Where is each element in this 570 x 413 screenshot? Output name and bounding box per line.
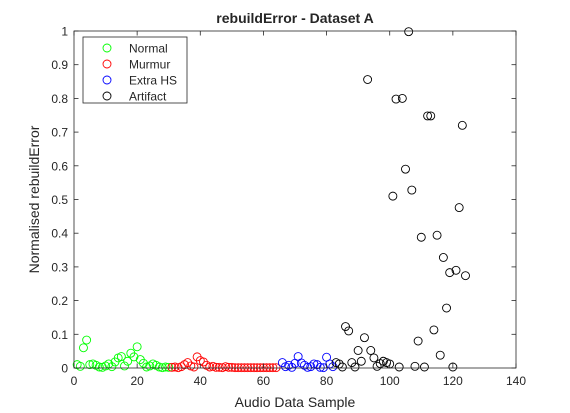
data-point-artifact bbox=[448, 362, 458, 372]
data-point-murmur bbox=[205, 362, 215, 372]
legend-label-normal: Normal bbox=[129, 42, 168, 56]
data-point-murmur bbox=[224, 362, 234, 372]
x-tick-label: 20 bbox=[130, 374, 144, 388]
data-point-normal bbox=[132, 342, 142, 352]
y-tick-label: 0 bbox=[61, 362, 68, 376]
x-axis-label: Audio Data Sample bbox=[235, 394, 356, 410]
x-tick-label: 120 bbox=[443, 374, 463, 388]
y-tick-label: 1 bbox=[61, 25, 68, 39]
legend-marker-normal bbox=[102, 43, 112, 53]
y-tick-label: 0.4 bbox=[51, 227, 68, 241]
legend-marker-extra-hs bbox=[102, 75, 112, 85]
y-tick-label: 0.1 bbox=[51, 328, 68, 342]
data-point-artifact bbox=[416, 232, 426, 242]
data-point-artifact bbox=[442, 303, 451, 313]
data-point-normal bbox=[129, 352, 139, 362]
data-point-normal bbox=[123, 356, 133, 366]
data-point-artifact bbox=[363, 75, 373, 84]
data-point-artifact bbox=[388, 191, 398, 201]
y-tick-label: 0.3 bbox=[51, 260, 68, 274]
legend: Normal Murmur Extra HS Artifact bbox=[82, 36, 188, 104]
data-point-artifact bbox=[429, 325, 439, 335]
legend-label-artifact: Artifact bbox=[129, 90, 167, 104]
x-tick-label: 60 bbox=[257, 374, 271, 388]
data-point-artifact bbox=[360, 333, 369, 343]
y-axis-label: Normalised rebuildError bbox=[26, 125, 42, 273]
data-point-artifact bbox=[451, 265, 461, 275]
data-point-artifact bbox=[337, 362, 347, 372]
chart-title: rebuildError - Dataset A bbox=[216, 10, 373, 26]
data-point-artifact bbox=[344, 326, 354, 336]
data-point-murmur bbox=[198, 357, 208, 367]
data-point-artifact bbox=[413, 336, 423, 346]
data-point-artifact bbox=[438, 253, 448, 262]
data-point-artifact bbox=[353, 346, 363, 355]
data-point-artifact bbox=[426, 111, 436, 121]
data-point-artifact bbox=[372, 361, 382, 371]
data-point-murmur bbox=[183, 358, 193, 368]
data-point-artifact bbox=[341, 322, 350, 331]
data-point-normal bbox=[79, 343, 88, 353]
data-point-artifact bbox=[423, 111, 433, 121]
data-point-artifact bbox=[394, 362, 404, 372]
y-tick-label: 0.2 bbox=[51, 294, 68, 308]
y-tick-label: 0.7 bbox=[51, 126, 68, 140]
legend-label-extra-hs: Extra HS bbox=[129, 74, 177, 88]
y-tick-label: 0.6 bbox=[51, 159, 68, 173]
data-point-murmur bbox=[227, 362, 237, 372]
data-point-artifact bbox=[369, 353, 379, 363]
y-tick-label: 0.5 bbox=[51, 193, 68, 207]
data-point-artifact bbox=[410, 361, 420, 371]
y-axis-ticks: 0 0.1 0.2 0.3 0.4 0.5 0.6 0.7 0.8 0.9 1 bbox=[51, 25, 516, 376]
data-point-artifact bbox=[454, 203, 464, 213]
data-point-artifact bbox=[404, 27, 414, 37]
data-point-normal bbox=[85, 360, 95, 370]
data-point-artifact bbox=[347, 358, 357, 368]
y-tick-label: 0.9 bbox=[51, 58, 68, 72]
x-tick-label: 80 bbox=[320, 374, 334, 388]
data-point-artifact bbox=[432, 230, 442, 240]
data-point-normal bbox=[164, 362, 174, 372]
data-point-murmur bbox=[221, 362, 230, 372]
data-point-murmur bbox=[170, 362, 180, 372]
data-point-extra-hs bbox=[306, 362, 316, 372]
data-point-murmur bbox=[167, 362, 177, 372]
data-point-artifact bbox=[397, 93, 407, 103]
data-point-murmur bbox=[211, 362, 221, 372]
x-tick-label: 100 bbox=[380, 374, 400, 388]
data-point-normal bbox=[120, 361, 129, 371]
data-point-murmur bbox=[189, 362, 199, 372]
data-point-murmur bbox=[214, 362, 224, 372]
x-tick-label: 140 bbox=[506, 374, 526, 388]
legend-box bbox=[82, 36, 188, 104]
y-tick-label: 0.8 bbox=[51, 92, 68, 106]
data-point-artifact bbox=[401, 164, 410, 174]
x-tick-label: 0 bbox=[71, 374, 78, 388]
data-point-artifact bbox=[461, 271, 470, 281]
data-point-artifact bbox=[445, 268, 455, 278]
data-point-normal bbox=[94, 362, 104, 372]
data-point-artifact bbox=[457, 120, 467, 130]
data-point-artifact bbox=[419, 362, 429, 372]
data-point-normal bbox=[154, 362, 164, 372]
data-point-artifact bbox=[350, 362, 360, 372]
data-point-artifact bbox=[391, 94, 401, 104]
data-point-artifact bbox=[366, 346, 376, 355]
data-point-normal bbox=[161, 362, 171, 372]
data-point-extra-hs bbox=[315, 362, 325, 372]
legend-label-murmur: Murmur bbox=[129, 58, 170, 72]
data-point-extra-hs bbox=[296, 358, 306, 368]
data-point-artifact bbox=[435, 350, 445, 360]
legend-marker-artifact bbox=[102, 91, 112, 101]
data-point-normal bbox=[107, 362, 117, 372]
data-point-normal bbox=[75, 361, 85, 371]
legend-marker-murmur bbox=[102, 59, 112, 69]
data-point-artifact bbox=[407, 185, 417, 195]
x-axis-ticks: 0 20 40 60 80 100 120 140 bbox=[71, 31, 526, 388]
data-point-normal bbox=[82, 335, 92, 345]
x-tick-label: 40 bbox=[194, 374, 208, 388]
data-point-artifact bbox=[356, 356, 366, 366]
data-point-normal bbox=[116, 352, 126, 361]
